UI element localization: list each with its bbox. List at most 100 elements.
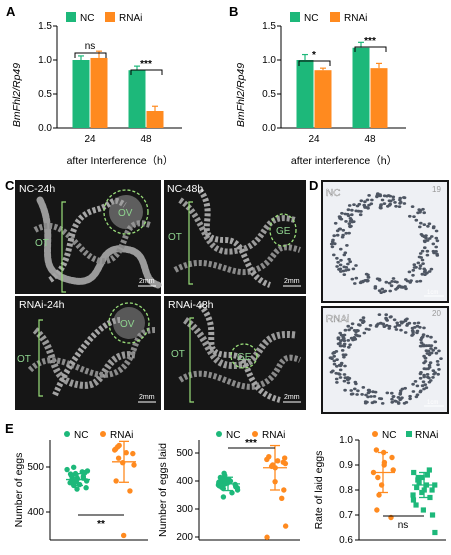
egg	[424, 367, 429, 371]
panel-e2: NC RNAi Number of eggs laid 200 300 400 …	[157, 430, 300, 543]
scatter-point-nc	[229, 490, 235, 496]
egg	[342, 253, 347, 257]
egg	[339, 247, 343, 251]
egg	[338, 227, 342, 231]
egg	[405, 322, 410, 326]
legend-rnai-label: RNAi	[110, 430, 133, 441]
egg	[338, 373, 342, 376]
egg	[412, 215, 416, 219]
y-tick: 0.5	[38, 89, 52, 100]
egg	[391, 395, 396, 398]
egg	[418, 376, 423, 380]
panel-b-label: B	[229, 4, 238, 19]
egg	[385, 319, 390, 322]
ot-label: OT	[168, 232, 182, 243]
egg	[340, 235, 345, 239]
egg	[341, 228, 346, 232]
egg	[335, 265, 339, 268]
scatter-point-rnai	[424, 472, 430, 478]
legend-nc-marker	[64, 431, 70, 437]
y-tick: 1.0	[339, 435, 353, 446]
y-tick: 0.8	[339, 485, 353, 496]
egg	[426, 375, 430, 379]
egg	[368, 324, 373, 327]
legend-nc-label: NC	[226, 430, 240, 441]
egg	[373, 390, 378, 394]
x-tick-48: 48	[140, 134, 152, 145]
y-tick: 400	[27, 507, 44, 518]
scatter-point-nc	[233, 483, 239, 490]
e1-ylabel: Number of eggs	[13, 453, 25, 528]
legend-nc-marker	[372, 431, 378, 437]
egg	[349, 326, 354, 330]
x-tick-24: 24	[84, 134, 96, 145]
egg	[366, 395, 370, 399]
panel-c: C NC-24h OV OT 2mm NC-48h OT GE	[5, 178, 306, 410]
egg	[342, 273, 347, 276]
egg	[335, 256, 339, 260]
egg	[375, 277, 380, 281]
egg	[336, 260, 340, 264]
panel-b-legend: NC RNAi	[290, 12, 367, 24]
scatter-point-nc	[84, 468, 91, 474]
egg	[385, 391, 390, 395]
ovariole-strand	[197, 188, 272, 288]
scatter-point-nc	[70, 464, 77, 470]
egg	[332, 234, 337, 238]
ovary-outline	[108, 302, 150, 344]
ovariole-strand	[197, 302, 281, 403]
sig-label-24h: *	[312, 50, 316, 61]
egg	[377, 313, 382, 316]
photo-title: NC	[326, 188, 340, 199]
ovariole-strand	[173, 244, 301, 276]
egg	[376, 322, 381, 326]
scatter-point-rnai	[419, 474, 425, 481]
egg	[340, 349, 345, 352]
egg	[385, 324, 389, 327]
egg	[335, 233, 340, 237]
legend-rnai-swatch	[105, 12, 115, 22]
egg	[348, 260, 353, 264]
egg	[395, 321, 400, 325]
egg	[354, 276, 359, 280]
egg	[359, 318, 363, 322]
egg	[337, 268, 341, 271]
scatter-point-rnai	[113, 478, 119, 484]
egg	[347, 222, 352, 226]
scatter-point-rnai	[410, 492, 416, 498]
scale-label: 2mm	[284, 394, 300, 401]
egg	[360, 393, 364, 396]
scale-label: 2mm	[139, 278, 155, 285]
egg	[338, 344, 343, 348]
legend-nc-swatch	[290, 12, 300, 22]
egg	[334, 350, 339, 353]
egg	[396, 396, 401, 399]
photo-title: NC-48h	[167, 183, 203, 195]
egg	[413, 380, 418, 383]
egg	[333, 221, 338, 225]
egg	[431, 369, 436, 372]
panel-a-ylabel: BmFhl2/Rp49	[11, 63, 23, 127]
panel-a: A NC RNAi BmFhl2/Rp49 0.0 0.5 1.0 1.5	[6, 4, 182, 167]
egg	[422, 373, 426, 377]
egg	[404, 401, 409, 404]
egg	[421, 262, 425, 265]
egg	[344, 220, 348, 223]
egg	[329, 242, 334, 246]
egg	[427, 222, 432, 226]
y-tick: 1.0	[262, 55, 276, 66]
sig-label: ns	[398, 520, 409, 531]
ovariole-strand	[36, 196, 162, 289]
scatter-point-rnai	[115, 455, 122, 461]
egg	[369, 395, 373, 398]
ot-bracket	[61, 201, 66, 293]
egg	[348, 343, 352, 347]
egg	[342, 355, 346, 359]
scatter-point-rnai	[282, 523, 289, 529]
sig-label-48h: ***	[140, 59, 152, 70]
egg	[428, 361, 433, 365]
scatter-point-rnai	[416, 479, 422, 486]
legend-rnai-marker	[252, 431, 258, 437]
egg	[434, 236, 439, 240]
scatter-point-nc	[373, 447, 380, 453]
